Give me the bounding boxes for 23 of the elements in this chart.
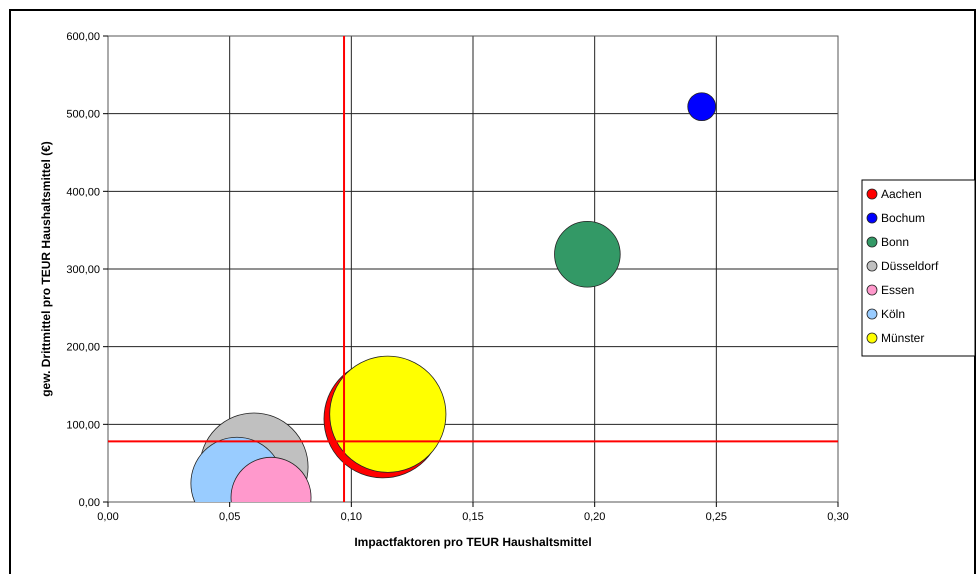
legend-label: Düsseldorf <box>881 259 940 273</box>
x-tick-label: 0,30 <box>827 511 849 523</box>
y-tick-label: 600,00 <box>66 31 100 43</box>
x-tick-label: 0,05 <box>218 511 240 523</box>
x-tick-label: 0,20 <box>584 511 606 523</box>
y-tick-label: 400,00 <box>66 186 100 198</box>
legend-label: Aachen <box>881 187 922 201</box>
legend-label: Münster <box>881 331 924 345</box>
y-tick-label: 0,00 <box>78 497 100 509</box>
y-tick-label: 100,00 <box>66 419 100 432</box>
x-tick-label: 0,25 <box>706 511 728 523</box>
legend-label: Bonn <box>881 235 910 249</box>
x-tick-label: 0,00 <box>97 511 119 523</box>
x-axis-title: Impactfaktoren pro TEUR Haushaltsmittel <box>354 535 592 549</box>
x-tick-label: 0,15 <box>462 511 484 523</box>
y-tick-label: 200,00 <box>66 342 100 354</box>
y-axis-title: gew. Drittmittel pro TEUR Haushaltsmittel (€) <box>39 141 53 397</box>
legend-label: Essen <box>881 283 914 297</box>
legend-label: Köln <box>881 307 906 321</box>
x-tick-label: 0,10 <box>340 511 362 523</box>
legend-label: Bochum <box>881 211 926 225</box>
y-tick-label: 500,00 <box>66 108 100 121</box>
y-tick-label: 300,00 <box>66 264 100 276</box>
